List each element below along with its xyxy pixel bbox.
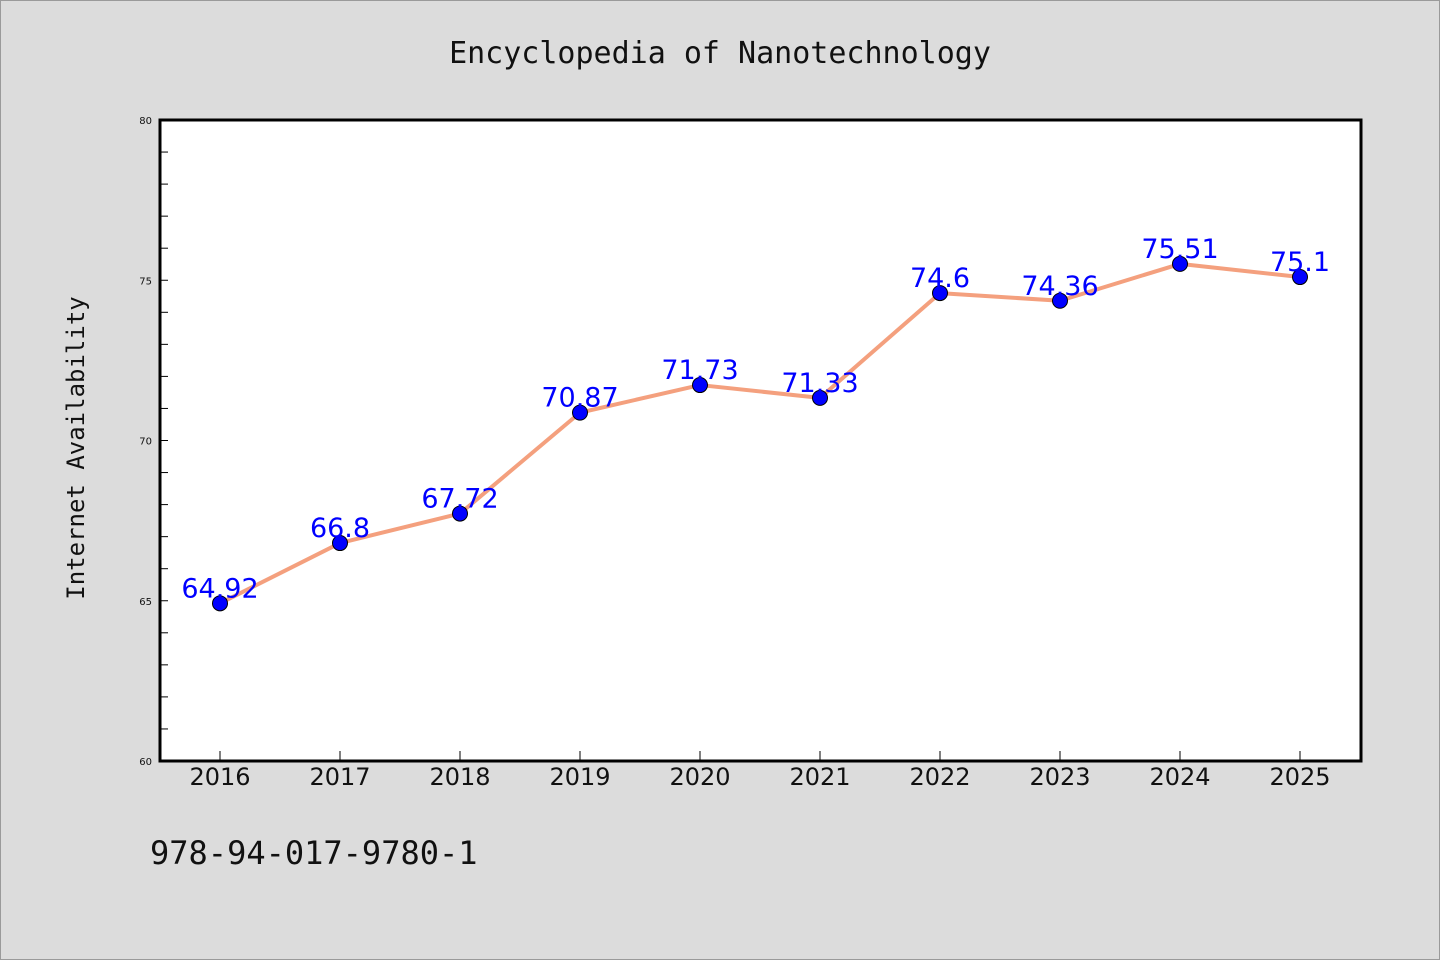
x-tick-label: 2022 [909, 763, 970, 791]
data-label: 67.72 [421, 484, 498, 515]
data-label: 74.36 [1021, 271, 1098, 302]
data-label-layer: 64.92 66.8 67.72 70.87 71.73 71.33 74.6 74.36 75… [181, 234, 1330, 604]
y-tick-label: 65 [139, 597, 152, 608]
data-point [692, 377, 708, 394]
data-point [1172, 255, 1188, 272]
y-tick-label: 70 [139, 437, 152, 448]
data-point [452, 505, 468, 522]
x-tick-label: 2020 [669, 763, 730, 791]
y-tick-label: 80 [139, 116, 152, 127]
y-tick-label: 75 [139, 276, 152, 287]
data-label: 74.6 [910, 263, 970, 294]
data-point [212, 595, 228, 612]
series-layer [212, 255, 1308, 612]
data-label: 70.87 [541, 383, 618, 414]
data-label: 71.73 [661, 355, 738, 386]
isbn-text: 978-94-017-9780-1 [150, 834, 478, 872]
plot-area [158, 118, 1363, 763]
data-point [932, 285, 948, 302]
data-label: 64.92 [181, 573, 258, 604]
x-tick-label: 2021 [789, 763, 850, 791]
x-tick-label: 2024 [1149, 763, 1210, 791]
y-axis-label: Internet Availability [62, 296, 90, 599]
data-point [1052, 292, 1068, 309]
chart-title: Encyclopedia of Nanotechnology [449, 36, 991, 71]
x-tick-label: 2025 [1269, 763, 1330, 791]
x-tick-label: 2017 [309, 763, 370, 791]
series-line [219, 261, 1301, 606]
y-tick-label: 60 [139, 757, 152, 768]
data-label: 66.8 [310, 513, 370, 544]
x-tick-label: 2023 [1029, 763, 1090, 791]
data-label: 75.1 [1270, 247, 1330, 278]
x-tick-label: 2016 [189, 763, 250, 791]
x-tick-label: 2018 [429, 763, 490, 791]
x-axis: 2016 2017 2018 2019 2020 2021 2022 2023 2024 2025 [189, 751, 1331, 791]
data-label: 75.51 [1141, 234, 1218, 265]
y-axis: 60 65 70 75 80 [139, 116, 168, 768]
data-point [1292, 269, 1308, 286]
data-point [812, 389, 828, 406]
x-tick-label: 2019 [549, 763, 610, 791]
data-point [332, 535, 348, 552]
data-label: 71.33 [781, 368, 858, 399]
data-point [572, 404, 588, 421]
